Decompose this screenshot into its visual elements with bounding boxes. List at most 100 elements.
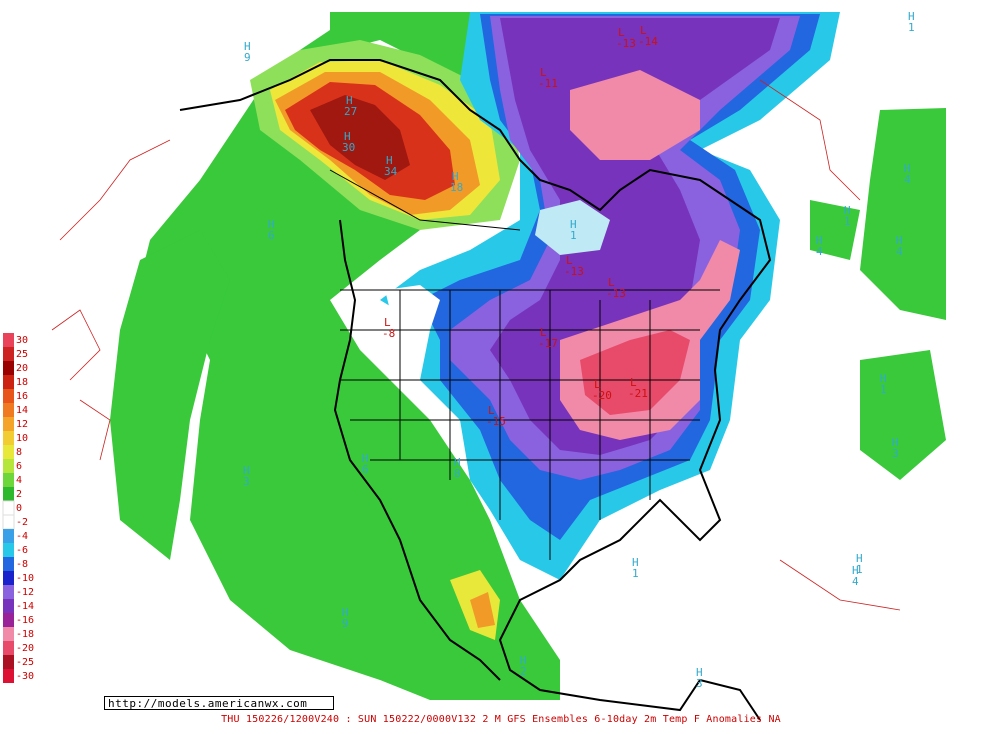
low-marker: L (540, 326, 547, 339)
hudson-bay-zone (535, 200, 610, 255)
marker-value: 4 (852, 575, 859, 588)
legend-label: -2 (16, 517, 28, 528)
legend-swatch (3, 655, 14, 669)
legend-label: -8 (16, 559, 28, 570)
marker-value: 1 (880, 383, 887, 396)
high-marker: H (243, 464, 250, 477)
legend-label: 25 (16, 349, 28, 360)
legend-label: -6 (16, 545, 28, 556)
high-marker: H (268, 218, 275, 231)
legend-swatch (3, 389, 14, 403)
legend-swatch (3, 641, 14, 655)
legend-label: -12 (16, 587, 34, 598)
marker-value: -13 (616, 37, 636, 50)
anomaly-zone-neutral (385, 285, 440, 330)
legend-label: 30 (16, 335, 28, 346)
legend-swatch (3, 669, 14, 683)
high-marker: H (386, 154, 393, 167)
marker-value: 30 (342, 141, 355, 154)
legend-label: 16 (16, 391, 28, 402)
legend-label: 14 (16, 405, 28, 416)
anomaly-zone-pink-north (570, 70, 700, 160)
coastlines (179, 59, 772, 721)
marker-value: 34 (384, 165, 398, 178)
high-marker: H (852, 564, 859, 577)
high-marker: H (452, 170, 459, 183)
legend-label: 18 (16, 377, 28, 388)
legend-label: 8 (16, 447, 22, 458)
marker-value: 3 (696, 677, 703, 690)
anomaly-zone-darkred (310, 95, 410, 180)
marker-value: -13 (606, 287, 626, 300)
marker-value: 6 (268, 229, 275, 242)
legend-label: -16 (16, 615, 34, 626)
legend-swatch (2, 500, 15, 516)
legend-label: 6 (16, 461, 22, 472)
legend-label: -14 (16, 601, 34, 612)
anomaly-zone-atlantic-green-1 (860, 108, 946, 320)
marker-value: 3 (892, 447, 899, 460)
zero-contours (51, 79, 901, 611)
legend-swatch (3, 417, 14, 431)
high-marker: H (520, 654, 527, 667)
legend-swatch (3, 599, 14, 613)
high-marker: H (908, 10, 915, 23)
marker-value: 3 (243, 475, 250, 488)
high-marker: H (696, 666, 703, 679)
anomaly-zone-positive-west-outer (110, 230, 230, 560)
marker-value: 27 (344, 105, 357, 118)
low-marker: L (566, 254, 573, 267)
legend-swatch (3, 529, 14, 543)
marker-value: 2 (520, 665, 527, 678)
marker-value: 18 (450, 181, 463, 194)
legend-label: 20 (16, 363, 28, 374)
legend-swatch (3, 333, 14, 347)
legend-swatch (3, 627, 14, 641)
legend-swatch (3, 375, 14, 389)
legend-swatch (3, 347, 14, 361)
marker-value: 1 (632, 567, 639, 580)
high-marker: H (346, 94, 353, 107)
political-boundaries (329, 169, 720, 560)
source-url[interactable]: http://models.americanwx.com (104, 696, 334, 710)
anomaly-zone-atlantic-green-3 (860, 350, 946, 480)
legend-swatch (3, 557, 14, 571)
high-marker: H (632, 556, 639, 569)
low-marker: L (618, 26, 625, 39)
low-marker: L (488, 404, 495, 417)
marker-value: 9 (244, 51, 251, 64)
low-marker: L (608, 276, 615, 289)
legend-swatch (2, 514, 15, 530)
low-marker: L (594, 378, 601, 391)
high-marker: H (896, 234, 903, 247)
map-caption: THU 150226/1200V240 : SUN 150222/0000V13… (221, 714, 781, 725)
legend-label: -30 (16, 671, 34, 682)
marker-value: -17 (538, 337, 558, 350)
legend-label: 0 (16, 503, 22, 514)
legend-label: -4 (16, 531, 28, 542)
marker-value: 4 (904, 173, 911, 186)
anomaly-zone-mexico-orange (470, 592, 495, 628)
legend-swatch (3, 459, 14, 473)
marker-value: 1 (570, 229, 577, 242)
legend-swatch (3, 487, 14, 501)
low-marker: L (540, 66, 547, 79)
high-marker: H (454, 456, 461, 469)
high-marker: H (362, 452, 369, 465)
high-marker: H (244, 40, 251, 53)
legend-swatch (3, 361, 14, 375)
legend-label: -10 (16, 573, 34, 584)
legend-swatch (3, 543, 14, 557)
legend-swatch (3, 613, 14, 627)
marker-value: -15 (486, 415, 506, 428)
high-marker: H (342, 606, 349, 619)
legend-label: -18 (16, 629, 34, 640)
low-marker: L (630, 376, 637, 389)
legend-swatch (3, 571, 14, 585)
anomaly-zone-positive-west (140, 12, 560, 700)
legend-label: 4 (16, 475, 22, 486)
marker-value: 1 (908, 21, 915, 34)
legend-label: 12 (16, 419, 28, 430)
